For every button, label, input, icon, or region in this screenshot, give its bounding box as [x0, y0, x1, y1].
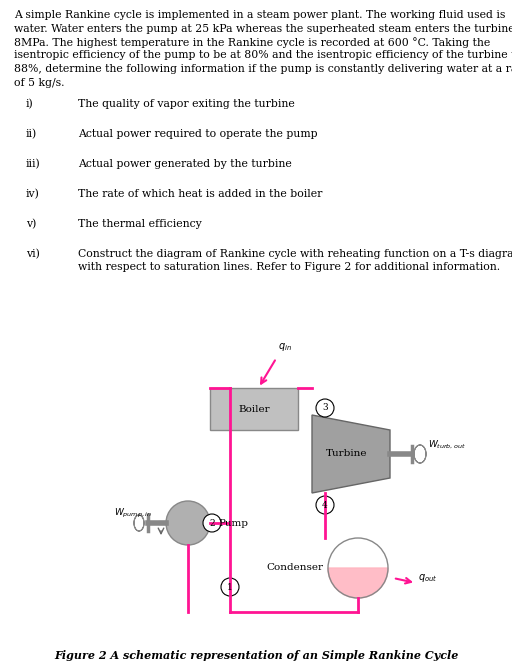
- Text: 2: 2: [209, 518, 215, 528]
- Text: ii): ii): [26, 129, 37, 139]
- Text: $q_{in}$: $q_{in}$: [279, 341, 292, 353]
- Text: iii): iii): [26, 159, 41, 169]
- Text: Boiler: Boiler: [238, 404, 270, 414]
- Text: Turbine: Turbine: [326, 450, 368, 458]
- Text: The rate of which heat is added in the boiler: The rate of which heat is added in the b…: [78, 189, 323, 199]
- Text: A simple Rankine cycle is implemented in a steam power plant. The working fluid : A simple Rankine cycle is implemented in…: [14, 10, 505, 20]
- Polygon shape: [312, 415, 390, 493]
- Text: Actual power required to operate the pump: Actual power required to operate the pum…: [78, 129, 317, 139]
- Text: Figure 2 A schematic representation of an Simple Rankine Cycle: Figure 2 A schematic representation of a…: [54, 650, 458, 661]
- Text: Construct the diagram of Rankine cycle with reheating function on a T-s diagram: Construct the diagram of Rankine cycle w…: [78, 249, 512, 259]
- Text: iv): iv): [26, 189, 40, 199]
- Text: 8MPa. The highest temperature in the Rankine cycle is recorded at 600 °C. Taking: 8MPa. The highest temperature in the Ran…: [14, 37, 490, 48]
- Circle shape: [316, 496, 334, 514]
- Text: water. Water enters the pump at 25 kPa whereas the superheated steam enters the : water. Water enters the pump at 25 kPa w…: [14, 23, 512, 33]
- Text: i): i): [26, 99, 34, 109]
- Polygon shape: [328, 568, 388, 598]
- Text: v): v): [26, 219, 36, 229]
- Text: $W_{pump,in}$: $W_{pump,in}$: [114, 507, 152, 520]
- Circle shape: [166, 501, 210, 545]
- Text: The quality of vapor exiting the turbine: The quality of vapor exiting the turbine: [78, 99, 295, 109]
- Text: $q_{out}$: $q_{out}$: [418, 572, 438, 584]
- Text: vi): vi): [26, 249, 40, 259]
- Text: 4: 4: [322, 500, 328, 510]
- Circle shape: [221, 578, 239, 596]
- Text: 3: 3: [322, 404, 328, 412]
- Circle shape: [316, 399, 334, 417]
- Bar: [210, 388, 298, 430]
- Text: Pump: Pump: [218, 518, 248, 528]
- Circle shape: [203, 514, 221, 532]
- Text: Condenser: Condenser: [266, 564, 323, 572]
- Text: The thermal efficiency: The thermal efficiency: [78, 219, 202, 229]
- Text: with respect to saturation lines. Refer to Figure 2 for additional information.: with respect to saturation lines. Refer …: [78, 263, 500, 273]
- Text: Actual power generated by the turbine: Actual power generated by the turbine: [78, 159, 292, 169]
- Text: 1: 1: [227, 582, 233, 592]
- Text: $W_{turb,out}$: $W_{turb,out}$: [428, 439, 466, 452]
- Text: of 5 kg/s.: of 5 kg/s.: [14, 77, 65, 87]
- Text: isentropic efficiency of the pump to be at 80% and the isentropic efficiency of : isentropic efficiency of the pump to be …: [14, 51, 512, 61]
- Text: 88%, determine the following information if the pump is constantly delivering wa: 88%, determine the following information…: [14, 64, 512, 74]
